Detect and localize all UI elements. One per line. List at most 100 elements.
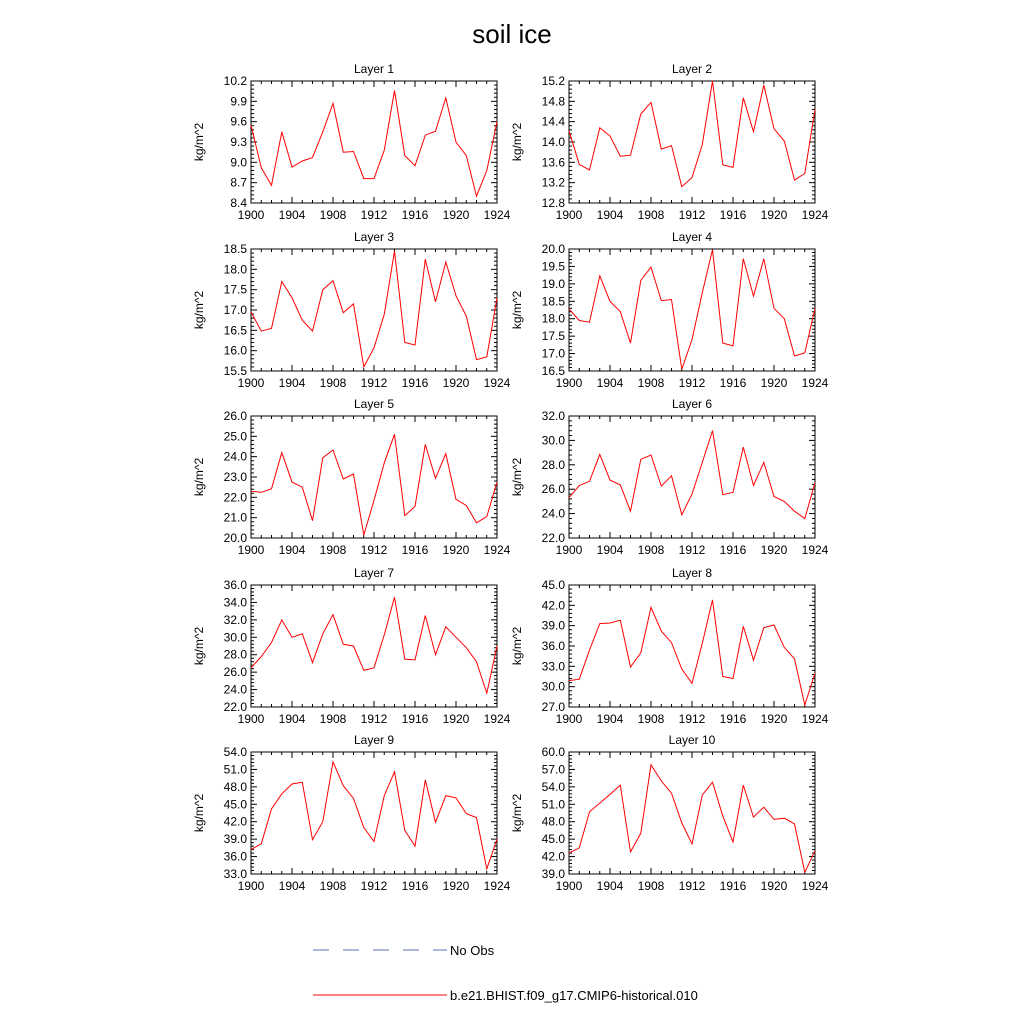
x-tick-label: 1912 [361,208,388,222]
y-tick-label: 24.0 [224,450,248,464]
x-tick-label: 1920 [761,376,788,390]
x-tick-label: 1916 [720,879,747,893]
x-tick-label: 1908 [320,879,347,893]
x-tick-label: 1908 [638,712,665,726]
y-tick-label: 25.0 [224,429,248,443]
x-tick-label: 1916 [402,376,429,390]
panel-9: Layer 9 33.0 36.0 39.0 42.0 45.0 48.0 51.0 54.0 1… [192,733,511,893]
y-tick-label: 18.0 [224,262,248,276]
x-tick-label: 1908 [320,712,347,726]
x-tick-label: 1912 [679,879,706,893]
y-tick-label: 19.5 [542,259,566,273]
y-tick-label: 36.0 [224,578,248,592]
y-tick-label: 39.0 [224,832,248,846]
y-tick-label: 16.5 [542,364,566,378]
x-tick-label: 1904 [279,712,306,726]
panel-title: Layer 8 [672,566,712,580]
y-tick-label: 19.0 [542,277,566,291]
y-tick-label: 15.5 [224,364,248,378]
y-tick-label: 32.0 [542,409,566,423]
x-tick-label: 1900 [238,376,265,390]
panel-title: Layer 4 [672,230,712,244]
y-tick-label: 27.0 [542,700,566,714]
y-tick-label: 22.0 [224,700,248,714]
x-tick-label: 1924 [484,712,511,726]
x-tick-label: 1924 [484,879,511,893]
series-line [568,80,816,188]
x-tick-label: 1924 [802,376,829,390]
y-tick-label: 39.0 [542,619,566,633]
series-line [250,760,498,871]
y-tick-label: 17.5 [224,283,248,297]
y-tick-label: 30.0 [224,630,248,644]
x-tick-label: 1912 [361,879,388,893]
y-tick-label: 17.0 [542,347,566,361]
y-tick-label: 8.4 [230,196,247,210]
y-tick-label: 22.0 [224,490,248,504]
panel-title: Layer 7 [354,566,394,580]
panel-title: Layer 2 [672,62,712,76]
series-line [568,430,816,520]
y-tick-label: 60.0 [542,745,566,759]
x-tick-label: 1904 [597,712,624,726]
x-tick-label: 1908 [320,376,347,390]
y-tick-label: 12.8 [542,196,566,210]
y-tick-label: 54.0 [224,745,248,759]
x-tick-label: 1924 [802,543,829,557]
legend-obs-label: No Obs [450,943,495,958]
x-tick-label: 1908 [638,879,665,893]
plot-frame [250,584,498,708]
y-tick-label: 42.0 [224,815,248,829]
x-tick-label: 1924 [484,543,511,557]
panel-6: Layer 6 22.0 24.0 26.0 28.0 30.0 32.0 1900 1904 1… [510,397,829,557]
y-tick-label: 17.5 [542,329,566,343]
x-tick-label: 1908 [320,208,347,222]
panel-title: Layer 5 [354,397,394,411]
y-axis-label: kg/m^2 [192,627,206,666]
y-tick-label: 18.0 [542,312,566,326]
y-axis-label: kg/m^2 [192,458,206,497]
y-tick-label: 32.0 [224,613,248,627]
x-tick-label: 1920 [761,712,788,726]
x-tick-label: 1908 [638,543,665,557]
series-line [250,90,498,198]
y-tick-label: 28.0 [224,648,248,662]
y-tick-label: 51.0 [542,797,566,811]
y-tick-label: 54.0 [542,780,566,794]
y-axis-label: kg/m^2 [510,123,524,162]
plot-frame [250,751,498,875]
y-tick-label: 16.5 [224,323,248,337]
panel-title: Layer 10 [669,733,716,747]
x-tick-label: 1916 [720,376,747,390]
x-tick-label: 1904 [597,543,624,557]
y-tick-label: 48.0 [224,780,248,794]
x-tick-label: 1900 [556,712,583,726]
x-tick-label: 1916 [402,208,429,222]
y-tick-label: 30.0 [542,680,566,694]
x-tick-label: 1924 [802,879,829,893]
x-tick-label: 1912 [679,208,706,222]
plot-frame [568,248,816,372]
x-tick-label: 1924 [484,376,511,390]
y-tick-label: 9.6 [230,115,247,129]
figure-title: soil ice [472,19,551,49]
panel-7: Layer 7 22.0 24.0 26.0 28.0 30.0 32.0 34.0 36.0 1… [192,566,511,726]
panel-1: Layer 1 8.4 8.7 9.0 9.3 9.6 9.9 10.2 1900 1904 190… [192,62,511,222]
y-tick-label: 21.0 [224,511,248,525]
x-tick-label: 1904 [279,879,306,893]
y-axis-label: kg/m^2 [510,291,524,330]
y-tick-label: 33.0 [542,659,566,673]
x-tick-label: 1924 [802,712,829,726]
y-tick-label: 45.0 [224,797,248,811]
series-line [250,597,498,696]
series-line [568,249,816,370]
x-tick-label: 1904 [279,208,306,222]
x-tick-label: 1904 [279,543,306,557]
x-tick-label: 1916 [402,543,429,557]
series-line [250,434,498,536]
x-tick-label: 1920 [443,712,470,726]
plot-frame [568,751,816,875]
y-tick-label: 42.0 [542,850,566,864]
